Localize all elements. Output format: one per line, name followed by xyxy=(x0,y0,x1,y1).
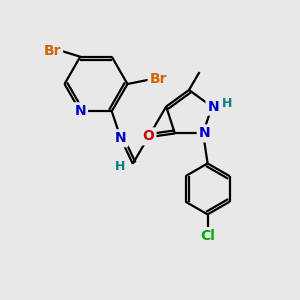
Text: N: N xyxy=(115,131,127,145)
Text: Cl: Cl xyxy=(200,229,215,243)
Text: N: N xyxy=(208,100,219,114)
Text: O: O xyxy=(142,129,154,143)
Text: H: H xyxy=(115,160,125,173)
Text: H: H xyxy=(222,97,233,110)
Text: N: N xyxy=(199,126,210,140)
Text: Br: Br xyxy=(44,44,61,58)
Text: Br: Br xyxy=(150,73,167,86)
Text: N: N xyxy=(74,104,86,118)
